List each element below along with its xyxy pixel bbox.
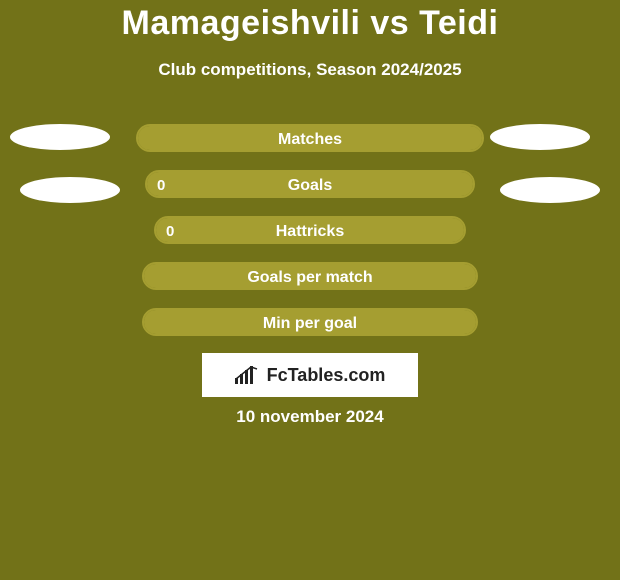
page-title: Mamageishvili vs Teidi [0, 4, 620, 43]
date-text: 10 november 2024 [0, 407, 620, 427]
stat-bar-fill [147, 172, 473, 196]
stat-bar: Hattricks0 [154, 216, 466, 244]
page-subtitle: Club competitions, Season 2024/2025 [0, 60, 620, 80]
stat-bar-fill [144, 264, 476, 288]
bars-icon [235, 366, 261, 384]
stat-row: Min per goal [0, 308, 620, 354]
stat-bar: Min per goal [142, 308, 478, 336]
stat-bar-fill [138, 126, 482, 150]
stat-bars: Matches Goals0 Hattricks0 Goals per match Mi… [0, 124, 620, 354]
logo-text: FcTables.com [267, 365, 386, 386]
stat-row: Hattricks0 [0, 216, 620, 262]
stat-bar: Matches [136, 124, 484, 152]
logo-box: FcTables.com [202, 353, 418, 397]
stat-row: Matches [0, 124, 620, 170]
stat-bar-fill [144, 310, 476, 334]
stat-bar: Goals per match [142, 262, 478, 290]
stat-bar: Goals0 [145, 170, 475, 198]
stat-bar-fill [156, 218, 464, 242]
stat-row: Goals0 [0, 170, 620, 216]
comparison-infographic: Mamageishvili vs Teidi Club competitions… [0, 0, 620, 580]
stat-row: Goals per match [0, 262, 620, 308]
